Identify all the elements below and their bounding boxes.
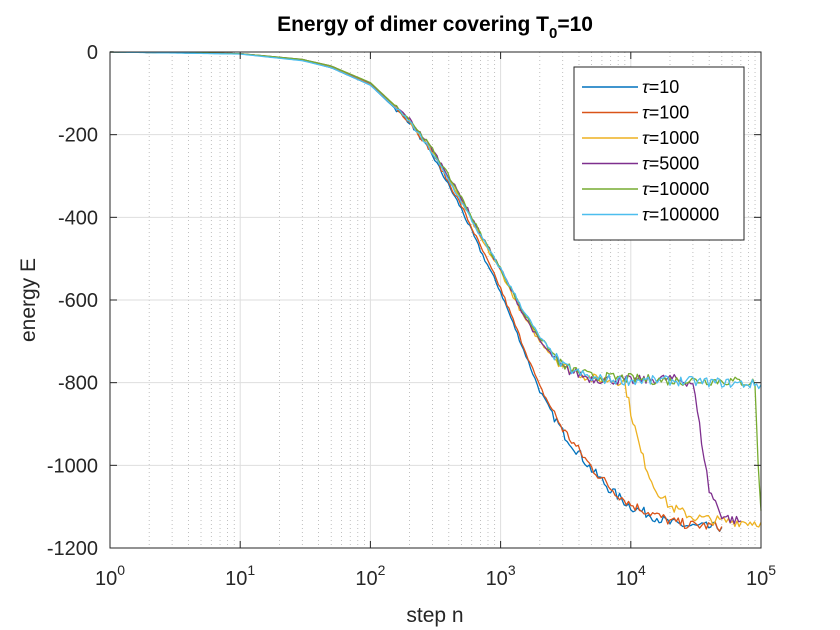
legend-box <box>573 66 745 241</box>
legend-label: τ=100 <box>642 103 689 123</box>
y-tick-label: -1000 <box>47 455 98 477</box>
y-axis-ticks: 0 -200 -400 -600 -800 -1000 -1200 <box>47 42 761 560</box>
y-axis-label: energy E <box>17 258 40 342</box>
y-tick-label: -400 <box>58 207 98 229</box>
x-tick-label: 102 <box>355 562 385 590</box>
legend: τ=10 τ=100 τ=1000 τ=5000 τ=10000 τ=100000 <box>573 66 745 241</box>
y-tick-label: -200 <box>58 125 98 147</box>
y-tick-label: -1200 <box>47 538 98 560</box>
chart-title-main: Energy of dimer covering T <box>277 13 549 36</box>
x-tick-label: 104 <box>616 562 646 590</box>
x-tick-label: 101 <box>225 562 255 590</box>
legend-label: τ=5000 <box>642 154 699 174</box>
chart-title-subscript: 0 <box>549 25 557 42</box>
x-axis-label: step n <box>406 604 463 627</box>
x-tick-label: 105 <box>746 562 776 590</box>
y-tick-label: -800 <box>58 373 98 395</box>
x-axis-ticks: 100 101 102 103 104 105 <box>95 52 776 590</box>
legend-label: τ=1000 <box>642 128 699 148</box>
y-tick-label: -600 <box>58 290 98 312</box>
series-lines <box>110 51 762 533</box>
x-tick-label: 103 <box>486 562 516 590</box>
legend-label: τ=100000 <box>642 205 719 225</box>
legend-label: τ=10000 <box>642 179 709 199</box>
chart-title: Energy of dimer covering T0=10 <box>277 13 593 42</box>
x-tick-label: 100 <box>95 562 125 590</box>
y-tick-label: 0 <box>87 42 98 64</box>
series-line-6 <box>110 51 762 390</box>
chart-title-tail: =10 <box>557 13 593 36</box>
legend-label: τ=10 <box>642 77 679 97</box>
